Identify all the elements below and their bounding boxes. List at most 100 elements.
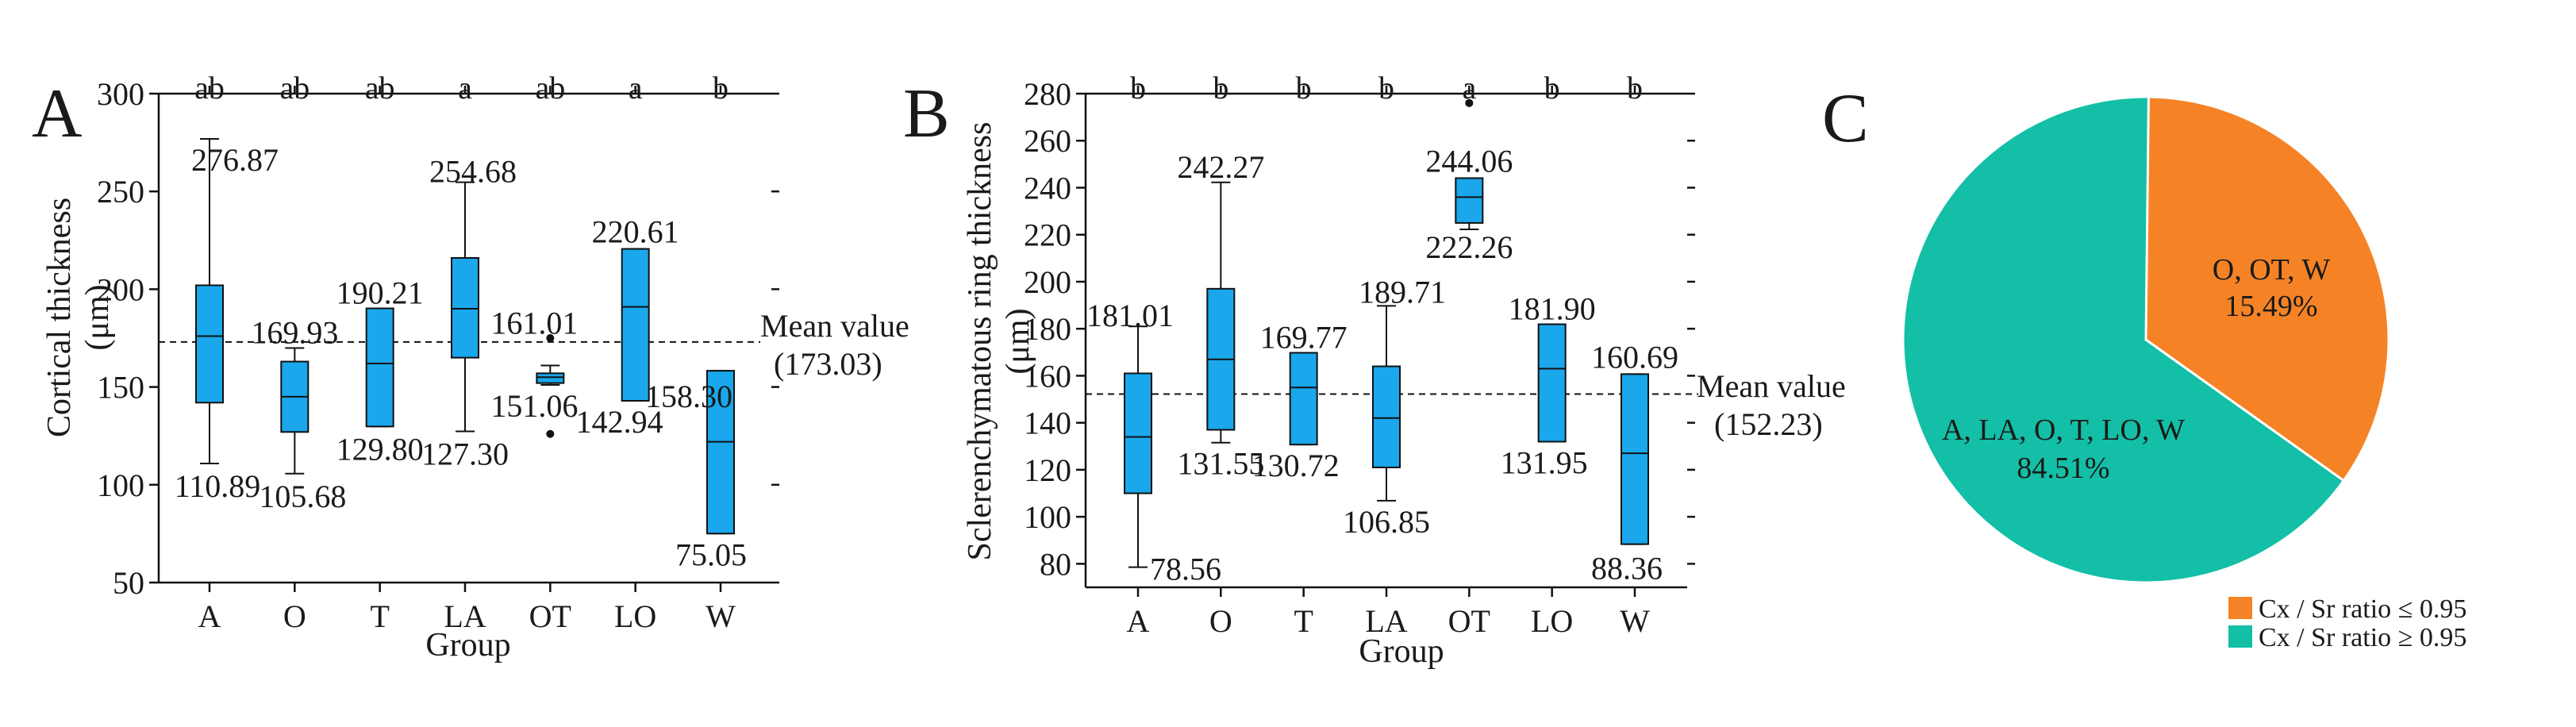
b-letter-O: b	[1213, 70, 1228, 106]
a-y-tick-label: 100	[97, 467, 144, 503]
b-x-tick-label: LO	[1531, 603, 1573, 639]
b-letter-LO: b	[1544, 70, 1560, 106]
b-y-tick-label: 80	[1040, 546, 1071, 582]
a-min-label-W: 75.05	[675, 537, 747, 572]
pie-slice-percent-teal: 84.51%	[2017, 452, 2109, 485]
legend-swatch-orange	[2228, 597, 2252, 619]
panel-a-label: A	[32, 75, 83, 152]
a-x-tick-label: A	[198, 598, 221, 634]
a-x-tick-label: O	[283, 598, 306, 634]
b-outlier-OT	[1465, 98, 1474, 107]
a-y-tick-label: 200	[97, 271, 144, 307]
b-box-A	[1124, 372, 1152, 494]
b-x-tick-label: A	[1127, 603, 1150, 639]
a-y-tick-label: 150	[97, 370, 144, 406]
a-box-T	[365, 307, 394, 428]
b-y-tick-label: 100	[1024, 499, 1071, 535]
b-box-LA	[1372, 365, 1401, 468]
a-y-tick-label: 250	[97, 174, 144, 210]
a-letter-T: ab	[365, 70, 395, 106]
b-min-label-W: 88.36	[1591, 551, 1663, 587]
b-letter-LA: b	[1378, 70, 1394, 106]
panel-b-mean-label: Mean value	[1697, 368, 1846, 404]
b-min-label-LO: 131.95	[1501, 445, 1588, 481]
panel-a-mean-value-label: (173.03)	[774, 346, 882, 382]
a-x-tick-label: W	[706, 598, 736, 634]
b-y-tick-label: 240	[1024, 170, 1071, 206]
a-max-label-W: 158.30	[645, 379, 732, 414]
b-y-tick-label: 260	[1024, 123, 1071, 159]
a-letter-LO: a	[629, 70, 643, 106]
legend-label-orange: Cx / Sr ratio ≤ 0.95	[2259, 594, 2466, 624]
a-max-label-T: 190.21	[336, 275, 424, 311]
legend-swatch-teal	[2228, 625, 2252, 648]
a-x-tick-label: LA	[444, 598, 486, 634]
a-min-label-OT: 151.06	[490, 388, 578, 424]
a-letter-A: ab	[194, 70, 225, 106]
panel-b-y-axis-title: Sclerenchymatous ring thickness	[962, 122, 998, 561]
a-y-tick-label: 300	[97, 76, 144, 112]
a-outlier-OT	[546, 334, 555, 342]
b-x-tick-label: LA	[1365, 603, 1407, 639]
b-letter-T: b	[1296, 70, 1312, 106]
b-letter-OT: a	[1462, 70, 1476, 106]
a-box-LO	[621, 248, 650, 402]
panel-a-mean-label: Mean value	[760, 308, 909, 344]
a-max-label-OT: 161.01	[490, 305, 578, 340]
a-min-label-T: 129.80	[336, 431, 424, 467]
a-x-tick-label: T	[370, 598, 389, 634]
a-letter-W: b	[713, 70, 729, 106]
b-y-tick-label: 220	[1024, 217, 1071, 253]
a-min-label-LA: 127.30	[421, 437, 509, 472]
a-letter-OT: ab	[535, 70, 565, 106]
pie-slice-teal	[1901, 95, 2346, 584]
panel-b-mean-value-label: (152.23)	[1714, 406, 1823, 442]
b-box-LO	[1537, 323, 1567, 443]
panel-a-y-axis-unit: (μm)	[79, 284, 116, 350]
b-min-label-O: 131.55	[1177, 446, 1264, 482]
panel-b-label: B	[903, 75, 950, 152]
b-box-W	[1621, 373, 1649, 545]
b-y-tick-label: 120	[1024, 452, 1071, 488]
b-x-tick-label: W	[1620, 603, 1650, 639]
b-y-tick-label: 200	[1024, 264, 1071, 300]
a-box-OT	[536, 372, 565, 384]
a-letter-LA: a	[458, 70, 472, 106]
a-max-label-LO: 220.61	[592, 214, 679, 250]
b-min-label-LA: 106.85	[1343, 504, 1430, 540]
a-x-tick-label: LO	[614, 598, 656, 634]
a-y-tick-label: 50	[113, 565, 144, 601]
b-letter-W: b	[1627, 70, 1643, 106]
b-max-label-T: 169.77	[1260, 319, 1348, 355]
b-min-label-T: 130.72	[1252, 448, 1340, 483]
legend-label-teal: Cx / Sr ratio ≥ 0.95	[2259, 623, 2466, 652]
a-min-label-O: 105.68	[259, 479, 346, 514]
a-box-W	[706, 370, 735, 535]
panel-a-y-axis-title: Cortical thickness	[41, 198, 78, 437]
b-min-label-OT: 222.26	[1425, 229, 1513, 265]
panel-c-label: C	[1822, 80, 1869, 157]
a-min-label-A: 110.89	[175, 468, 261, 504]
pie-slice-orange	[2144, 95, 2390, 483]
b-max-label-LA: 189.71	[1359, 274, 1446, 310]
a-max-label-LA: 254.68	[429, 154, 517, 190]
b-x-tick-label: O	[1209, 603, 1232, 639]
b-x-tick-label: T	[1294, 603, 1313, 639]
b-max-label-A: 181.01	[1086, 298, 1174, 333]
pie-slice-percent-orange: 15.49%	[2224, 290, 2317, 323]
a-outlier-OT	[546, 429, 555, 438]
b-y-tick-label: 140	[1024, 406, 1071, 441]
b-y-tick-label: 160	[1024, 358, 1071, 394]
a-letter-O: ab	[279, 70, 310, 106]
panel-c-ratio-pie: C O, OT, W 15.49% A, LA, O, T, LO, W 84.…	[1822, 80, 2466, 652]
b-x-tick-label: OT	[1448, 603, 1490, 639]
panel-a-x-axis-title: Group	[425, 627, 510, 664]
b-min-label-A: 78.56	[1150, 552, 1221, 587]
b-letter-A: b	[1130, 70, 1146, 106]
panel-a-cortical-thickness: A Cortical thickness (μm) Group Mean val…	[32, 70, 909, 664]
a-max-label-O: 169.93	[251, 314, 338, 350]
panel-b-x-axis-title: Group	[1359, 633, 1444, 670]
b-max-label-LO: 181.90	[1509, 291, 1596, 327]
panel-b-y-axis-unit: (μm)	[1000, 308, 1036, 374]
